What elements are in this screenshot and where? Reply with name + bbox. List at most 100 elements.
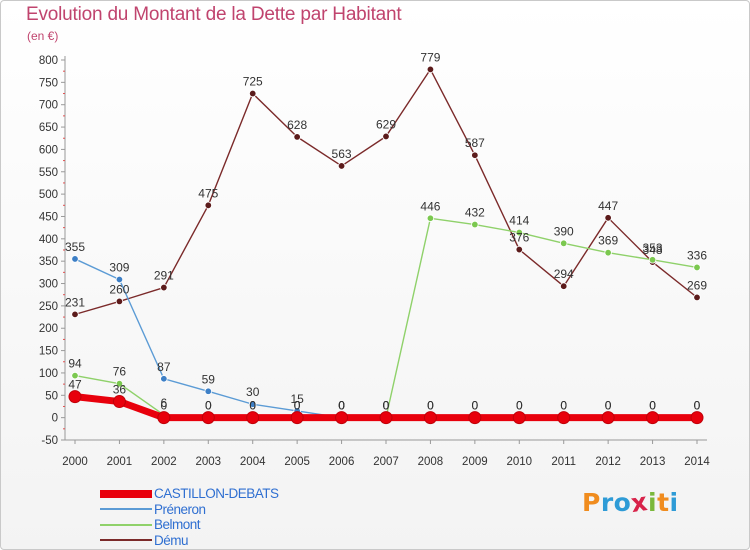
proxiti-logo: Proxiti [582,486,679,519]
y-tick-label: 350 [39,256,58,268]
data-label: 0 [249,399,256,413]
data-label: 0 [338,399,345,413]
data-point [648,256,657,264]
data-point [690,411,704,425]
data-point [335,411,349,425]
data-point [604,248,612,257]
y-tick-label: 300 [39,279,58,291]
data-label: 0 [649,399,656,413]
data-label: 59 [202,372,216,386]
x-tick-label: 2003 [195,456,221,468]
legend-item: CASTILLON-DEBATS [100,486,279,502]
data-point [515,228,523,237]
series-line [74,258,698,419]
data-point [471,151,479,159]
legend-label: Belmont [154,517,201,533]
series-line [74,217,698,419]
data-point [693,263,701,272]
data-point [426,65,435,74]
data-label: 0 [294,399,301,413]
legend-swatch [100,489,152,498]
data-point [693,293,701,302]
data-label: 6 [161,396,168,410]
data-point [560,282,568,290]
data-label: 0 [560,399,567,413]
data-label: 0 [472,399,479,413]
x-tick-label: 2008 [418,456,444,468]
data-label: 628 [287,118,307,132]
data-label: 629 [376,117,396,131]
data-label: 15 [290,392,304,406]
data-point [112,395,126,409]
data-label: 353 [643,241,663,255]
data-label: 563 [332,147,352,161]
data-point [204,201,212,209]
x-tick-label: 2013 [640,456,666,468]
data-label: 0 [560,399,567,413]
y-tick-label: 150 [39,346,58,358]
data-point [646,411,660,425]
x-tick-label: 2010 [506,456,532,468]
data-point [71,371,79,380]
data-label: 725 [243,75,263,89]
data-label: 294 [554,267,574,281]
data-point [249,400,257,408]
data-point [71,255,79,263]
data-point [557,411,571,425]
data-point [157,411,171,425]
data-point [115,297,124,306]
data-label: 260 [109,282,129,296]
y-tick-label: 750 [39,77,58,89]
data-point [293,133,301,141]
y-tick-label: 200 [39,323,58,335]
y-tick-label: 600 [39,144,58,156]
y-tick-label: 0 [52,413,58,425]
data-label: 0 [249,399,256,413]
legend-item: Préneron [100,502,279,518]
data-point [68,390,82,404]
data-point [249,89,257,98]
y-tick-label: 500 [39,189,58,201]
data-label: 30 [246,385,260,399]
data-label: 76 [113,365,127,379]
x-tick-label: 2002 [151,456,177,468]
data-point [512,411,526,425]
y-tick-label: 450 [39,211,58,223]
data-point [71,310,79,319]
data-label: 369 [598,234,618,248]
data-label: 94 [68,357,82,371]
data-label: 432 [465,206,485,220]
data-label: 0 [383,399,390,413]
x-tick-label: 2012 [595,456,621,468]
legend-swatch [100,523,152,526]
x-tick-label: 2004 [240,456,266,468]
legend: CASTILLON-DEBATS Préneron Belmont Dému [100,486,279,548]
data-label: 0 [383,399,390,413]
data-label: 0 [338,399,345,413]
data-point [468,411,482,425]
data-label: 0 [605,399,612,413]
x-tick-label: 2006 [329,456,355,468]
data-label: 355 [65,240,85,254]
data-label: 36 [113,383,127,397]
chart-subtitle: (en €) [27,29,59,43]
data-label: 0 [338,399,345,413]
y-tick-label: 650 [39,122,58,134]
chart-title: Evolution du Montant de la Dette par Hab… [26,4,402,25]
data-label: 587 [465,136,485,150]
data-point [382,132,390,141]
data-label: 309 [109,261,129,275]
legend-swatch [100,508,152,511]
x-tick-label: 2014 [684,456,710,468]
y-tick-label: 400 [39,234,58,246]
data-point [115,275,124,284]
y-tick-label: -50 [41,435,58,447]
data-point [423,411,437,425]
data-point [201,411,215,425]
data-label: 376 [509,231,529,245]
data-label: 231 [65,295,85,309]
data-label: 348 [643,243,663,257]
y-tick-label: 800 [39,55,58,67]
x-tick-label: 2009 [462,456,488,468]
